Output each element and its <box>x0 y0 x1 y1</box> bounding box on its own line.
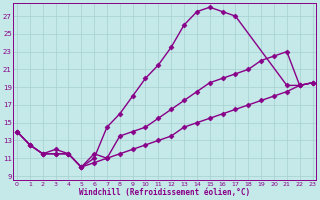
X-axis label: Windchill (Refroidissement éolien,°C): Windchill (Refroidissement éolien,°C) <box>79 188 250 197</box>
